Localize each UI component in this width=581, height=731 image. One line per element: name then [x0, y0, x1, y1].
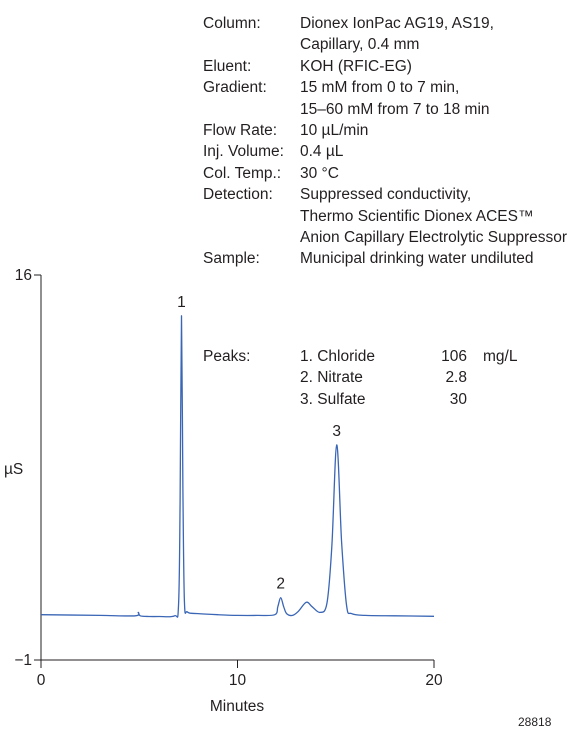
- x-tick-label: 0: [37, 672, 46, 689]
- condition-value: Dionex IonPac AG19, AS19,: [300, 15, 494, 32]
- figure-id: 28818: [518, 715, 552, 729]
- condition-value: Thermo Scientific Dionex ACES™: [300, 207, 534, 225]
- condition-row: Capillary, 0.4 mm: [203, 34, 567, 55]
- peak-unit: mg/L: [483, 348, 518, 365]
- condition-label: [203, 34, 300, 55]
- condition-label: Eluent:: [203, 57, 252, 75]
- condition-value: 15 mM from 0 to 7 min,: [300, 79, 460, 97]
- peak-label-2: 2: [276, 576, 285, 593]
- condition-value: 0.4 µL: [300, 143, 344, 161]
- condition-row: Eluent: KOH (RFIC-EG): [203, 56, 567, 77]
- condition-row: Gradient: 15 mM from 0 to 7 min,: [203, 77, 567, 98]
- x-tick-label: 10: [229, 672, 247, 689]
- condition-label: Inj. Volume:: [203, 143, 284, 161]
- condition-value: Capillary, 0.4 mm: [300, 36, 420, 54]
- condition-label: [203, 206, 300, 227]
- y-axis-label: µS: [4, 461, 23, 478]
- y-tick-label: −1: [14, 652, 32, 669]
- peak-label-1: 1: [177, 294, 186, 311]
- condition-label: Flow Rate:: [203, 122, 278, 140]
- condition-row: Anion Capillary Electrolytic Suppressor: [203, 227, 567, 248]
- condition-row: Col. Temp.: 30 °C: [203, 163, 567, 184]
- y-tick-label: 16: [15, 267, 32, 284]
- chromatogram-trace: [40, 315, 435, 618]
- x-tick-label: 20: [425, 672, 443, 689]
- condition-row: Thermo Scientific Dionex ACES™: [203, 206, 567, 227]
- condition-label: Sample:: [203, 250, 260, 268]
- axis-ticks: 0 10 20 −1 16: [14, 267, 443, 689]
- condition-row: Flow Rate: 10 µL/min: [203, 120, 567, 141]
- peak-val: 30: [449, 390, 467, 408]
- condition-value: 10 µL/min: [300, 122, 369, 140]
- condition-label: [203, 99, 300, 120]
- peak-label-3: 3: [332, 423, 341, 440]
- condition-value: 15–60 mM from 7 to 18 min: [300, 100, 490, 118]
- condition-label: Detection:: [203, 186, 273, 204]
- peak-item: 2. Nitrate 2.8: [300, 367, 517, 388]
- x-axis-label: Minutes: [210, 698, 265, 715]
- peaks-label: Peaks:: [203, 348, 251, 365]
- peak-list: 1. Chloride 106 mg/L 2. Nitrate 2.8 3. Sulfat…: [300, 346, 517, 410]
- condition-row: Detection: Suppressed conductivity,: [203, 184, 567, 205]
- peak-name: 3. Sulfate: [300, 390, 366, 408]
- peak-val: 106: [441, 348, 467, 365]
- peak-name: 1. Chloride: [300, 348, 375, 365]
- peak-name: 2. Nitrate: [300, 369, 363, 387]
- peak-unit: [467, 367, 483, 388]
- condition-value: KOH (RFIC-EG): [300, 57, 412, 75]
- condition-value: Municipal drinking water undiluted: [300, 250, 534, 268]
- condition-row: Sample: Municipal drinking water undilute…: [203, 248, 567, 269]
- condition-value: 30 °C: [300, 164, 339, 182]
- peak-unit: [467, 389, 483, 410]
- condition-value: Anion Capillary Electrolytic Suppressor: [300, 229, 568, 247]
- condition-row: 15–60 mM from 7 to 18 min: [203, 99, 567, 120]
- condition-value: Suppressed conductivity,: [300, 186, 472, 204]
- condition-label: Column:: [203, 15, 261, 32]
- condition-label: Gradient:: [203, 79, 267, 97]
- condition-label: [203, 227, 300, 248]
- condition-row: Inj. Volume: 0.4 µL: [203, 141, 567, 162]
- peaks-block: Peaks: 1. Chloride 106 mg/L 2. Nitrate 2.8 3.…: [203, 346, 517, 410]
- peak-item: 3. Sulfate 30: [300, 389, 517, 410]
- peak-labels: 1 2 3: [177, 294, 341, 593]
- conditions-block: Column: Dionex IonPac AG19, AS19, Capillar…: [203, 13, 567, 270]
- condition-row: Column: Dionex IonPac AG19, AS19,: [203, 13, 567, 34]
- peak-val: 2.8: [445, 369, 467, 387]
- condition-label: Col. Temp.:: [203, 164, 282, 182]
- peak-item: 1. Chloride 106 mg/L: [300, 346, 517, 367]
